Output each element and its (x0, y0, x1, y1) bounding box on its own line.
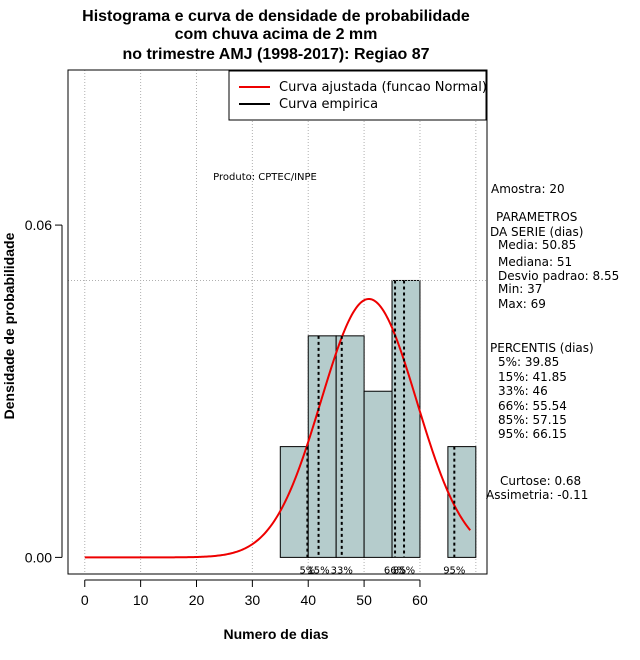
legend-label-fitted: Curva ajustada (funcao Normal) (279, 80, 487, 95)
percentile-66: 66%: 55.54 (498, 399, 567, 413)
sample-size: Amostra: 20 (491, 182, 565, 196)
chart-title-line-2: com chuva acima de 2 mm (175, 26, 378, 43)
y-axis: 0.00 0.06 (25, 217, 63, 565)
legend-box (228, 70, 487, 121)
histogram-bar (307, 335, 337, 558)
percentile-85: 85%: 57.15 (498, 413, 567, 427)
stat-min: Min: 37 (498, 282, 542, 296)
percentile-mark-label: 95% (443, 565, 465, 576)
percentile-mark-label: 85% (393, 565, 415, 576)
stat-kurtosis: Curtose: 0.68 (500, 474, 581, 488)
percentile-mark-label: 33% (331, 565, 353, 576)
x-axis: 0 10 20 30 40 50 60 (81, 579, 428, 608)
stat-skewness: Assimetria: -0.11 (486, 488, 588, 502)
percentile-15: 15%: 41.85 (498, 370, 567, 384)
x-tick-label: 60 (412, 592, 428, 608)
stat-std-dev: Desvio padrao: 8.55 (498, 269, 619, 283)
histogram-bar (335, 335, 365, 558)
y-tick-label: 0.06 (25, 217, 52, 233)
stat-median: Mediana: 51 (498, 255, 572, 269)
params-header-1: PARAMETROS (496, 210, 577, 224)
x-tick-label: 40 (300, 592, 316, 608)
x-tick-label: 30 (245, 592, 261, 608)
histogram-bar (391, 279, 421, 558)
product-note: Produto: CPTEC/INPE (213, 172, 317, 183)
percentiles-header: PERCENTIS (dias) (490, 341, 594, 355)
y-tick-label: 0.00 (25, 549, 52, 565)
chart-title-line-3: no trimestre AMJ (1998-2017): Regiao 87 (122, 46, 429, 63)
gridlines (84, 70, 477, 574)
params-header-2: DA SERIE (dias) (490, 225, 583, 239)
percentile-33: 33%: 46 (498, 384, 548, 398)
percentile-labels: 5%15% 33% 66%85% 95% (299, 565, 465, 576)
stat-max: Max: 69 (498, 297, 546, 311)
y-axis-label: Densidade de probabilidade (1, 232, 17, 419)
histogram-bar (363, 390, 393, 558)
percentile-lines (306, 280, 456, 558)
x-tick-label: 50 (356, 592, 372, 608)
histogram-bars (279, 279, 477, 558)
percentile-mark-label: 5% (299, 565, 315, 576)
legend: Curva ajustada (funcao Normal) Curva emp… (228, 70, 487, 121)
fitted-normal-curve (84, 297, 472, 559)
plot-frame (67, 69, 488, 575)
percentile-95: 95%: 66.15 (498, 427, 567, 441)
x-tick-label: 0 (81, 592, 89, 608)
side-panel: Amostra: 20 PARAMETROS DA SERIE (dias) M… (486, 182, 619, 502)
x-tick-label: 10 (133, 592, 149, 608)
percentile-mark-label: 15% (307, 565, 329, 576)
x-tick-label: 20 (189, 592, 205, 608)
chart-title-line-1: Histograma e curva de densidade de proba… (82, 8, 470, 25)
stat-mean: Media: 50.85 (498, 238, 576, 252)
legend-label-empirical: Curva empirica (279, 97, 378, 112)
percentile-5: 5%: 39.85 (498, 355, 559, 369)
percentile-mark-label: 66% (384, 565, 406, 576)
x-axis-label: Numero de dias (223, 626, 328, 642)
fitted-curve-group (84, 297, 472, 559)
